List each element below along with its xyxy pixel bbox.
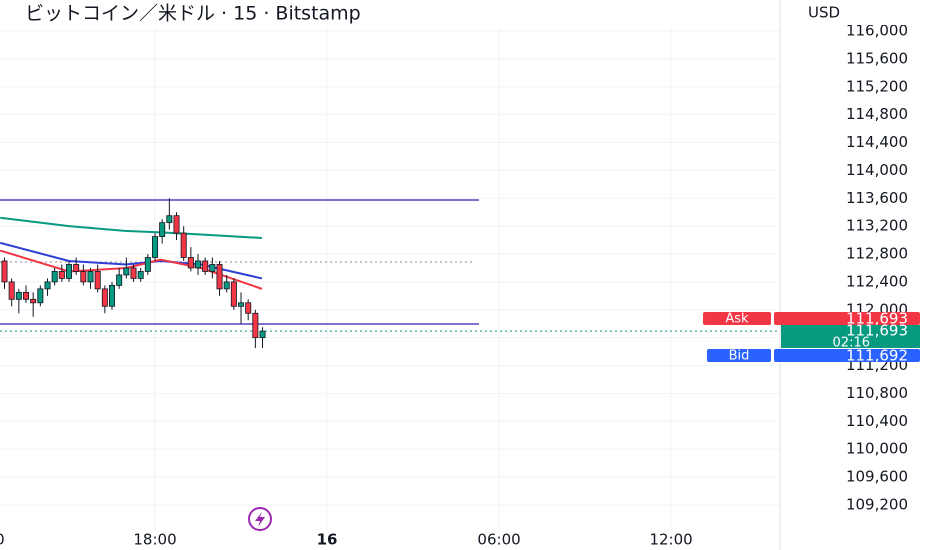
- candle-body: [37, 288, 44, 304]
- candle-body: [137, 271, 144, 279]
- candle-body: [195, 260, 202, 269]
- y-tick-label: 109,200: [846, 495, 908, 513]
- bid-box: [774, 349, 920, 362]
- x-tick-label: 12:00: [649, 531, 692, 549]
- candle-body: [202, 260, 209, 272]
- indicator-line: [0, 216, 263, 239]
- y-tick-label: 110,400: [846, 412, 908, 430]
- candle-body: [109, 284, 116, 307]
- currency: USD: [808, 4, 840, 22]
- price-labels: Ask 111,693 111,693 02:16 Bid 111,692: [703, 310, 920, 365]
- chart-title: ビットコイン／米ドル · 15 · Bitstamp: [25, 3, 361, 25]
- candle-body: [80, 271, 87, 283]
- candle-body: [51, 271, 58, 283]
- icon-bolt: [255, 512, 265, 527]
- y-tick-label: 110,000: [846, 440, 908, 458]
- candle-body: [123, 267, 130, 276]
- candle-body: [252, 312, 259, 339]
- lightning-icon[interactable]: [248, 507, 272, 531]
- y-tick-label: 114,000: [846, 161, 908, 179]
- y-tick-label: 110,800: [846, 384, 908, 402]
- candle-body: [130, 267, 137, 279]
- x-tick-label: 06:00: [477, 531, 520, 549]
- ask-tag: [703, 312, 771, 325]
- candle-body: [144, 257, 151, 272]
- y-tick-label: 112,800: [846, 245, 908, 263]
- candle-body: [94, 271, 101, 290]
- ask-box: [774, 312, 920, 325]
- candle-body: [173, 215, 180, 234]
- candle-body: [230, 281, 237, 307]
- candle-body: [8, 281, 15, 300]
- y-tick-label: 109,600: [846, 468, 908, 486]
- bid-tag: [707, 349, 771, 362]
- candle-body: [1, 260, 8, 283]
- plot: [0, 198, 780, 349]
- candle-body: [223, 281, 230, 290]
- candle-body: [101, 288, 108, 307]
- candle-body: [187, 257, 194, 269]
- candle-body: [245, 302, 252, 314]
- x-tick-label: 18:00: [133, 531, 176, 549]
- candle-body: [166, 215, 173, 224]
- y-tick-label: 114,400: [846, 133, 908, 151]
- candle-body: [30, 298, 37, 304]
- candle-body: [180, 232, 187, 258]
- candle-body: [259, 330, 266, 339]
- candle-body: [73, 264, 80, 272]
- bid-price: 111,692: [846, 347, 908, 365]
- candle-body: [87, 271, 94, 283]
- candle-body: [58, 271, 65, 279]
- ask-price: 111,693: [846, 310, 908, 328]
- candle-body: [44, 281, 51, 290]
- candle-body: [238, 302, 245, 307]
- ask-tag-label: Ask: [725, 312, 749, 327]
- currency-backdrop: [781, 0, 932, 25]
- bid-tag-label: Bid: [729, 349, 750, 364]
- candle-body: [152, 236, 159, 258]
- price-axis: 109,200109,600110,000110,400110,800111,2…: [0, 22, 908, 549]
- x-tick-label: 12:00: [0, 531, 5, 549]
- y-tick-label: 114,800: [846, 105, 908, 123]
- x-tick-label: 16: [317, 531, 338, 549]
- y-tick-label: 113,200: [846, 217, 908, 235]
- y-tick-label: 112,400: [846, 272, 908, 290]
- candle-body: [159, 222, 166, 238]
- y-tick-label: 115,600: [846, 49, 908, 67]
- y-tick-label: 115,200: [846, 77, 908, 95]
- candle-body: [66, 264, 73, 279]
- candle-body: [23, 291, 30, 300]
- title-backdrop: [0, 0, 680, 28]
- y-tick-label: 116,000: [846, 22, 908, 40]
- last-price: 111,693: [846, 322, 908, 340]
- grid: [0, 0, 780, 530]
- candle-body: [216, 264, 223, 290]
- last-box: [781, 325, 920, 348]
- candle-body: [116, 274, 123, 286]
- y-tick-label: 113,600: [846, 189, 908, 207]
- candle-body: [209, 264, 216, 272]
- countdown: 02:16: [833, 336, 870, 351]
- candle-body: [15, 291, 22, 300]
